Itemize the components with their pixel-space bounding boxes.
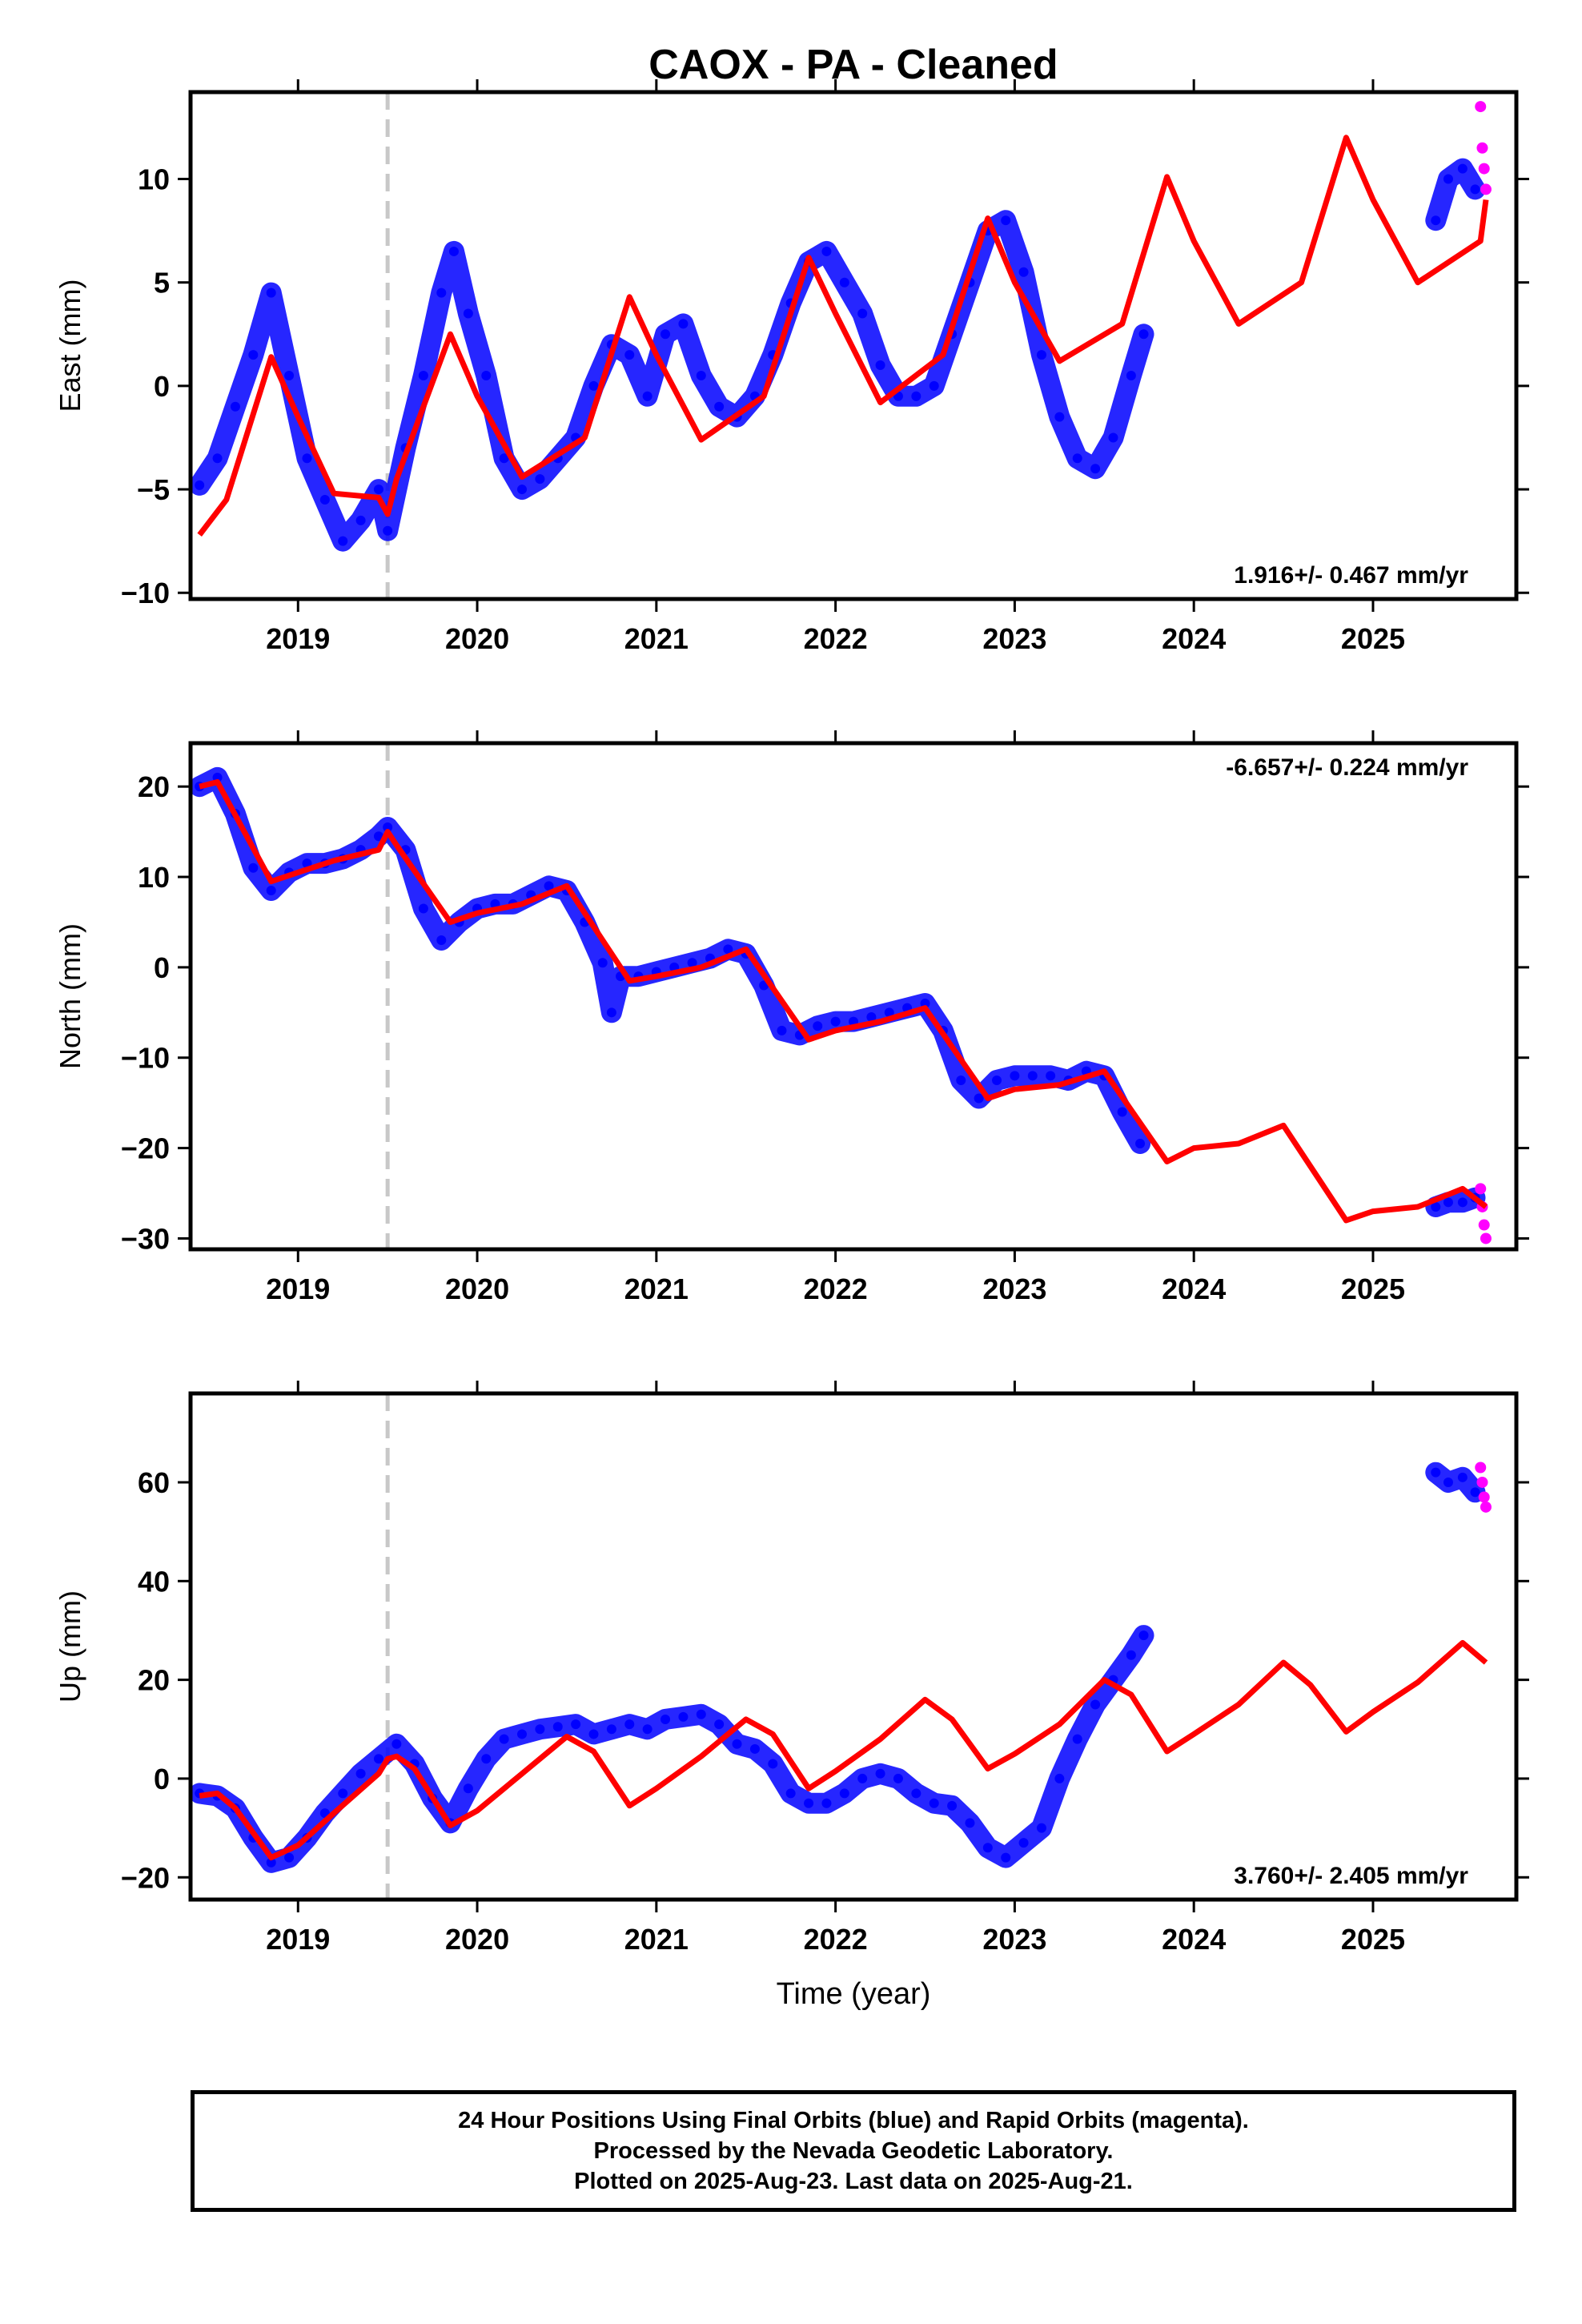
y-tick-label: 0 [154, 1763, 170, 1795]
y-axis-ticks: −10 −5 0 5 10 [121, 163, 1529, 609]
y-tick-label: −20 [121, 1861, 170, 1894]
model-curve [199, 779, 1488, 1224]
plot-frame [188, 90, 1519, 601]
y-axis-label: Up (mm) [54, 1590, 86, 1703]
rate-annotation: -6.657+/- 0.224 mm/yr [1226, 754, 1468, 781]
x-tick-label: 2023 [982, 1273, 1046, 1305]
y-axis-ticks: −20 0 20 40 60 [121, 1466, 1529, 1894]
y-tick-label: −20 [121, 1132, 170, 1165]
y-tick-label: 60 [138, 1466, 170, 1499]
y-tick-label: −10 [121, 1042, 170, 1075]
y-tick-label: 10 [138, 861, 170, 894]
x-axis-ticks: 2019 2020 2021 2022 2023 2024 2025 [266, 79, 1405, 655]
panel-north: 2019 2020 2021 2022 2023 2024 2025 −30 −20 −10 0 10… [54, 730, 1529, 1305]
y-tick-label: 10 [138, 163, 170, 196]
rapid-orbit-point [1475, 101, 1487, 113]
caption-line-1: 24 Hour Positions Using Final Orbits (bl… [458, 2108, 1249, 2133]
figure-title: CAOX - PA - Cleaned [648, 42, 1058, 88]
x-tick-label: 2022 [804, 622, 868, 655]
x-tick-label: 2023 [982, 622, 1046, 655]
rapid-orbit-point [1476, 142, 1488, 154]
x-tick-label: 2019 [266, 622, 330, 655]
caption-line-2: Processed by the Nevada Geodetic Laborat… [593, 2138, 1114, 2164]
y-tick-label: 20 [138, 770, 170, 803]
rapid-orbit-point [1475, 1183, 1487, 1195]
rate-annotation: 1.916+/- 0.467 mm/yr [1234, 562, 1468, 589]
x-tick-label: 2020 [445, 1923, 509, 1956]
rapid-orbit-point [1475, 1462, 1487, 1474]
x-tick-label: 2021 [624, 622, 689, 655]
panel-up: 2019 2020 2021 2022 2023 2024 2025 −20 0 20 40 60 Up… [54, 1381, 1529, 1956]
rapid-orbit-point [1480, 1232, 1492, 1244]
final-orbit-cloud [189, 1462, 1486, 1873]
rapid-orbit-point [1480, 183, 1492, 195]
plot-background [191, 743, 1516, 1249]
x-tick-label: 2024 [1162, 622, 1226, 655]
x-tick-label: 2020 [445, 1273, 509, 1305]
rapid-orbit-point [1476, 1476, 1488, 1488]
final-orbit-cloud [189, 766, 1486, 1217]
x-tick-label: 2024 [1162, 1923, 1226, 1956]
x-axis-ticks: 2019 2020 2021 2022 2023 2024 2025 [266, 730, 1405, 1305]
x-tick-label: 2025 [1341, 1923, 1405, 1956]
y-tick-label: 20 [138, 1664, 170, 1697]
y-tick-label: −10 [121, 577, 170, 609]
y-tick-label: 40 [138, 1565, 170, 1598]
final-orbit-points [189, 766, 1486, 1217]
x-tick-label: 2021 [624, 1923, 689, 1956]
y-axis-ticks: −30 −20 −10 0 10 20 [121, 770, 1529, 1255]
y-tick-label: 5 [154, 267, 170, 300]
y-tick-label: −30 [121, 1222, 170, 1255]
y-tick-label: −5 [137, 473, 170, 506]
rapid-orbit-point [1478, 1491, 1490, 1503]
y-tick-label: 0 [154, 370, 170, 403]
x-axis-ticks: 2019 2020 2021 2022 2023 2024 2025 [266, 1381, 1405, 1956]
x-tick-label: 2025 [1341, 622, 1405, 655]
x-tick-label: 2022 [804, 1923, 868, 1956]
rapid-orbit-point [1480, 1501, 1492, 1513]
final-orbit-points [189, 1462, 1486, 1873]
final-orbit-points [189, 158, 1486, 552]
x-tick-label: 2022 [804, 1273, 868, 1305]
rate-annotation: 3.760+/- 2.405 mm/yr [1234, 1863, 1468, 1889]
rapid-orbit-point [1478, 1219, 1490, 1231]
panel-east: 2019 2020 2021 2022 2023 2024 2025 −10 −5 0 5 10 Eas… [54, 79, 1529, 655]
panels: 2019 2020 2021 2022 2023 2024 2025−10−50510Eas… [54, 79, 1529, 1956]
rapid-orbit-points [1475, 101, 1492, 195]
final-orbit-cloud [189, 158, 1486, 552]
x-tick-label: 2020 [445, 622, 509, 655]
model-curve [197, 135, 1489, 537]
y-tick-label: 0 [154, 951, 170, 984]
caption-line-3: Plotted on 2025-Aug-23. Last data on 202… [574, 2169, 1133, 2194]
x-tick-label: 2024 [1162, 1273, 1226, 1305]
x-tick-label: 2019 [266, 1923, 330, 1956]
rapid-orbit-points [1475, 1462, 1492, 1513]
plot-background [191, 1393, 1516, 1900]
x-tick-label: 2025 [1341, 1273, 1405, 1305]
x-tick-label: 2023 [982, 1923, 1046, 1956]
plot-frame [188, 1391, 1519, 1902]
y-axis-label: East (mm) [54, 279, 86, 412]
caption-box: 24 Hour Positions Using Final Orbits (bl… [191, 2090, 1516, 2212]
rapid-orbit-point [1478, 163, 1490, 175]
x-tick-label: 2019 [266, 1273, 330, 1305]
model-curve [199, 1639, 1488, 1861]
y-axis-label: North (mm) [54, 923, 86, 1069]
x-axis-label: Time (year) [777, 1977, 931, 2011]
x-tick-label: 2021 [624, 1273, 689, 1305]
plot-frame [188, 741, 1519, 1252]
